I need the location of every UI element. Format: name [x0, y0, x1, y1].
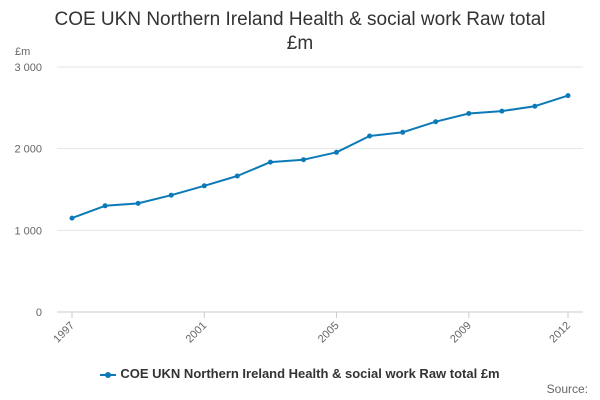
- legend-swatch-icon: [100, 370, 117, 380]
- y-tick-label: 3 000: [14, 62, 42, 74]
- x-axis-tick-labels: 1997 2001 2005 2009 2012: [51, 320, 573, 346]
- data-point[interactable]: [334, 149, 339, 155]
- legend[interactable]: COE UKN Northern Ireland Health & social…: [0, 366, 600, 381]
- data-point[interactable]: [267, 159, 273, 165]
- y-axis-tick-labels: 0 1 000 2 000 3 000: [14, 62, 42, 319]
- data-point[interactable]: [532, 103, 538, 109]
- data-point[interactable]: [433, 119, 439, 125]
- y-axis-unit-label: £m: [15, 46, 30, 58]
- data-point[interactable]: [301, 157, 306, 163]
- series-group: [69, 93, 571, 221]
- data-point[interactable]: [466, 111, 472, 116]
- data-point[interactable]: [201, 183, 207, 189]
- data-point[interactable]: [499, 108, 505, 114]
- x-tick-label: 2005: [316, 320, 342, 346]
- x-tick-label: 2001: [184, 320, 210, 346]
- series-line[interactable]: [71, 94, 569, 220]
- x-tick-label: 1997: [51, 320, 77, 346]
- x-tick-label: 2009: [448, 320, 474, 346]
- data-point[interactable]: [234, 173, 240, 179]
- data-point[interactable]: [168, 192, 174, 198]
- y-tick-label: 0: [36, 307, 42, 319]
- source-label: Source:: [546, 382, 588, 396]
- data-point[interactable]: [69, 215, 75, 221]
- data-point[interactable]: [102, 203, 108, 209]
- data-point[interactable]: [135, 200, 141, 206]
- gridlines: [57, 66, 583, 318]
- data-point[interactable]: [400, 129, 406, 135]
- y-tick-label: 1 000: [14, 225, 42, 237]
- data-point[interactable]: [565, 93, 571, 99]
- legend-item-label: COE UKN Northern Ireland Health & social…: [120, 366, 500, 381]
- data-point[interactable]: [367, 133, 373, 139]
- y-tick-label: 2 000: [14, 144, 42, 156]
- x-tick-label: 2012: [547, 320, 573, 346]
- chart-title: COE UKN Northern Ireland Health & social…: [54, 9, 546, 54]
